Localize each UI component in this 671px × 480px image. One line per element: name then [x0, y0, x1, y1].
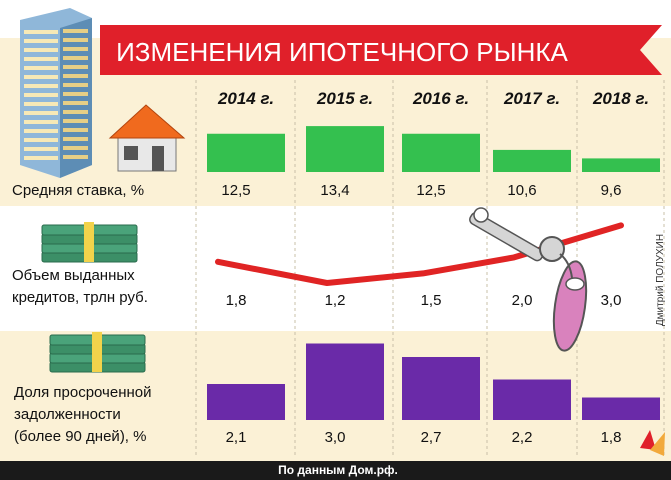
overdue-bar: [493, 379, 571, 420]
value-label: 3,0: [325, 429, 346, 446]
building-window-row: [24, 57, 58, 61]
overdue-bar: [582, 397, 660, 420]
building-window-row: [24, 102, 58, 106]
row-label: задолженности: [14, 406, 121, 423]
value-label: 2,2: [512, 429, 533, 446]
overdue-bar: [306, 343, 384, 420]
key-icon: [469, 207, 588, 352]
building-window-row: [63, 119, 88, 123]
row-label: Доля просроченной: [14, 384, 152, 401]
building-window-row: [63, 146, 88, 150]
rate-bar: [582, 158, 660, 172]
value-label: 1,2: [325, 292, 346, 309]
building-window-row: [63, 128, 88, 132]
building-window-row: [24, 156, 58, 160]
building-window-row: [24, 138, 58, 142]
year-label: 2016 г.: [412, 89, 469, 108]
building-window-row: [24, 66, 58, 70]
building-window-row: [63, 29, 88, 33]
building-window-row: [63, 65, 88, 69]
house-icon: [108, 104, 186, 172]
value-label: 13,4: [320, 182, 349, 199]
row-label: (более 90 дней), %: [14, 428, 146, 445]
source-note: По данным Дом.рф.: [278, 463, 398, 477]
value-label: 1,5: [421, 292, 442, 309]
page-title: ИЗМЕНЕНИЯ ИПОТЕЧНОГО РЫНКА: [116, 37, 568, 67]
value-label: 2,1: [226, 429, 247, 446]
building-window-row: [24, 111, 58, 115]
year-label: 2015 г.: [316, 89, 373, 108]
building-window-row: [63, 101, 88, 105]
title-ribbon: ИЗМЕНЕНИЯ ИПОТЕЧНОГО РЫНКА: [100, 25, 662, 75]
year-label: 2018 г.: [592, 89, 649, 108]
apartment-building-icon: [20, 8, 92, 178]
building-window-row: [63, 137, 88, 141]
building-window-row: [63, 38, 88, 42]
building-window-row: [24, 48, 58, 52]
building-window-row: [24, 30, 58, 34]
money-stack-icon: [41, 222, 138, 263]
money-band: [92, 332, 102, 372]
building-window-row: [63, 110, 88, 114]
building-window-row: [63, 56, 88, 60]
value-label: 2,0: [512, 292, 533, 309]
building-window-row: [24, 84, 58, 88]
building-window-row: [63, 47, 88, 51]
building-window-row: [24, 147, 58, 151]
value-label: 12,5: [221, 182, 250, 199]
value-label: 12,5: [416, 182, 445, 199]
rate-bar: [493, 149, 571, 172]
author-credit: Дмитрий ПОЛУХИН: [655, 234, 666, 326]
rate-bar: [402, 133, 480, 172]
overdue-bar: [207, 384, 285, 420]
row-label: Объем выданных: [12, 267, 135, 284]
row-label: Средняя ставка, %: [12, 182, 144, 199]
row-label: кредитов, трлн руб.: [12, 289, 148, 306]
value-label: 1,8: [601, 429, 622, 446]
brand-logo: [640, 430, 665, 456]
building-window-row: [63, 74, 88, 78]
footer-bar: [0, 461, 671, 480]
money-band: [84, 222, 94, 262]
building-window-row: [24, 129, 58, 133]
value-label: 10,6: [507, 182, 536, 199]
money-stack-icon: [49, 332, 146, 373]
value-label: 9,6: [601, 182, 622, 199]
building-window-row: [63, 83, 88, 87]
column-dividers: [195, 80, 665, 458]
building-window-row: [24, 75, 58, 79]
year-label: 2014 г.: [217, 89, 274, 108]
building-window-row: [24, 39, 58, 43]
value-label: 1,8: [226, 292, 247, 309]
building-window-row: [24, 93, 58, 97]
building-window-row: [63, 92, 88, 96]
rate-bar: [306, 126, 384, 172]
value-label: 3,0: [601, 292, 622, 309]
building-window-row: [24, 120, 58, 124]
overdue-bar: [402, 357, 480, 420]
year-label: 2017 г.: [503, 89, 560, 108]
building-window-row: [63, 155, 88, 159]
value-label: 2,7: [421, 429, 442, 446]
rate-bar: [207, 133, 285, 172]
